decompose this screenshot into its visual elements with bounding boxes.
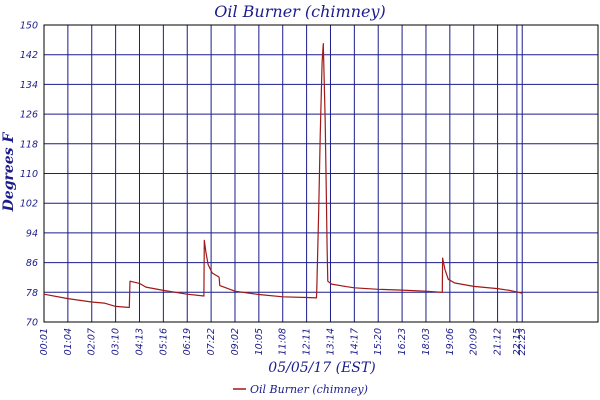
x-tick-label: 01:04 <box>63 328 74 355</box>
y-tick-label: 126 <box>20 110 38 121</box>
x-tick-label: 02:07 <box>87 328 98 355</box>
y-tick-label: 134 <box>20 80 38 91</box>
x-tick-label: 22:15 <box>512 328 523 355</box>
x-tick-label: 13:14 <box>325 328 336 355</box>
chart-title: Oil Burner (chimney) <box>214 2 386 21</box>
x-tick-label: 15:20 <box>373 328 384 355</box>
x-tick-label: 12:11 <box>302 328 313 355</box>
plot-area <box>43 24 599 323</box>
series-line <box>43 42 523 309</box>
x-tick-label: 03:10 <box>111 328 122 355</box>
x-ticks: 00:01 01:04 02:07 03:10 04:13 05:16 06:19 07:22… <box>39 328 528 355</box>
x-tick-label: 00:01 <box>39 328 50 355</box>
x-tick-label: 22:23 <box>517 328 528 355</box>
x-tick-label: 09:02 <box>230 328 241 355</box>
x-axis-label: 05/05/17 (EST) <box>268 360 375 376</box>
x-tick-label: 06:19 <box>182 328 193 355</box>
x-tick-label: 14:17 <box>349 328 360 355</box>
x-tick-label: 20:09 <box>469 328 480 355</box>
y-tick-label: 70 <box>26 318 38 329</box>
x-tick-label: 21:12 <box>493 328 504 355</box>
x-tick-label: 18:03 <box>421 328 432 355</box>
y-tick-label: 102 <box>20 199 38 210</box>
x-tick-label: 16:23 <box>397 328 408 355</box>
legend-label: Oil Burner (chimney) <box>250 383 368 396</box>
y-tick-label: 86 <box>26 258 38 269</box>
y-tick-label: 142 <box>20 50 38 61</box>
series-layer <box>43 42 523 309</box>
y-tick-label: 118 <box>20 139 38 150</box>
x-tick-label: 19:06 <box>445 328 456 355</box>
y-tick-label: 110 <box>20 169 38 180</box>
x-tick-label: 11:08 <box>278 328 289 355</box>
x-tick-label: 04:13 <box>134 328 145 355</box>
x-tick-label: 10:05 <box>254 328 265 355</box>
y-tick-label: 78 <box>26 288 38 299</box>
legend: Oil Burner (chimney) <box>233 383 368 396</box>
y-tick-label: 94 <box>26 228 38 239</box>
y-ticks: 70 78 86 94 102 110 118 126 134 142 150 <box>20 21 38 329</box>
x-tick-label: 07:22 <box>206 328 217 355</box>
y-axis-label: Degrees F <box>1 132 17 213</box>
grid <box>43 24 598 323</box>
x-tick-label: 05:16 <box>158 328 169 355</box>
y-tick-label: 150 <box>20 21 38 32</box>
